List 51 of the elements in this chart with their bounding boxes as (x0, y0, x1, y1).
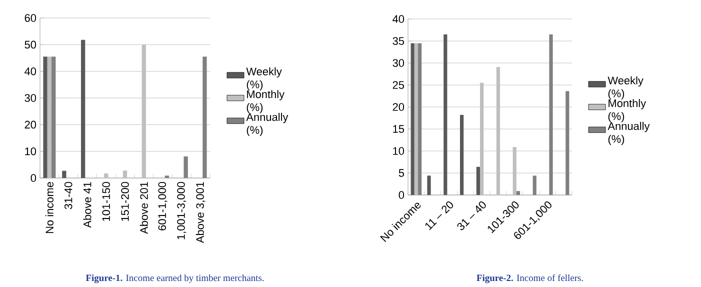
y-tick-label: 40 (392, 15, 404, 23)
legend-label: Annually (%) (246, 112, 288, 136)
legend-label: Weekly (%) (246, 67, 282, 90)
bar (480, 82, 484, 195)
bar (62, 170, 66, 178)
x-tick-label: 151-200 (121, 182, 129, 221)
y-tick-label: 10 (393, 147, 404, 155)
y-tick-label: 0 (30, 174, 36, 182)
bar (142, 44, 146, 178)
bar (410, 43, 414, 195)
bar (122, 170, 128, 178)
y-tick-label: 40 (24, 67, 36, 76)
legend-label: Weekly (%) (608, 76, 644, 100)
y-tick-label: 15 (393, 125, 404, 133)
y-tick-label: 5 (398, 169, 404, 177)
legend-label: Annually (%) (608, 122, 650, 146)
text: Figure-2. Income of fellers. (476, 274, 583, 284)
x-tick-label: Above 201 (140, 182, 148, 234)
bar (427, 176, 431, 195)
y-tick-label: 20 (392, 103, 404, 111)
x-tick-label: Above 41 (83, 182, 92, 228)
y-tick-label: 30 (392, 59, 404, 67)
x-tick-label: 601-1,000 (158, 182, 168, 230)
bar (512, 147, 516, 195)
x-tick-label: 31 – 40 (457, 201, 486, 230)
bar (414, 43, 418, 195)
x-tick-label: No income (45, 182, 54, 233)
x-tick-label: 1,001-3,000 (177, 182, 186, 240)
bar (104, 173, 108, 178)
y-tick-label: 30 (24, 94, 36, 102)
x-tick-label: 11 – 20 (425, 201, 454, 230)
bar (47, 56, 52, 178)
bar (80, 40, 86, 178)
y-tick-label: 0 (398, 191, 404, 199)
y-tick-label: 50 (24, 40, 36, 49)
legend-label: Monthly (%) (608, 99, 646, 122)
x-tick-label: Above 3,001 (196, 182, 206, 244)
y-tick-label: 10 (25, 147, 36, 156)
bar (460, 114, 464, 195)
bar (496, 66, 500, 195)
x-tick-label: 101-150 (102, 182, 110, 221)
y-tick-label: 25 (392, 81, 404, 89)
x-tick-label: 31-40 (64, 182, 72, 210)
y-tick-label: 35 (392, 37, 404, 45)
bar (476, 166, 480, 195)
bar (444, 34, 448, 195)
y-tick-label: 20 (24, 120, 36, 129)
text: Figure-1. Income earned by timber merchants. (86, 274, 264, 284)
bar (43, 56, 48, 178)
y-tick-label: 60 (24, 14, 36, 22)
legend-label: Monthly (%) (246, 90, 285, 114)
